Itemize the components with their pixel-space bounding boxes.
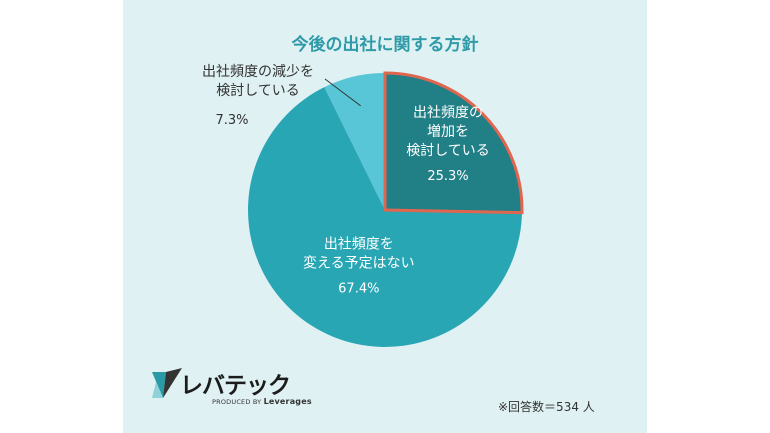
logo-wordmark: レバテック	[180, 373, 291, 399]
slice-2-label-line-1: 出社頻度を	[324, 237, 394, 253]
chart-title: 今後の出社に関する方針	[292, 34, 479, 55]
logo-tagline-prefix: PRODUCED BY	[212, 398, 262, 406]
slice-3-value-label: 7.3%	[215, 113, 248, 128]
logo-tagline-brand: Leverages	[263, 397, 312, 406]
slice-1-label-line-3: 検討している	[406, 143, 490, 159]
slice-1-label-line-2: 増加を	[427, 124, 469, 140]
pie-slice-3	[324, 73, 385, 210]
slice-2-label-line-2: 変える予定はない	[303, 255, 415, 272]
logo-mark-icon	[152, 368, 182, 398]
pie-slice-1	[383, 71, 524, 215]
slice-3-label-line-1: 出社頻度の減少を	[202, 63, 314, 80]
levtech-logo: レバテック PRODUCED BY Leverages	[152, 368, 312, 410]
slice-3-label-line-2: 検討している	[216, 83, 300, 99]
response-count-note: ※回答数＝534 人	[498, 400, 595, 414]
pie-slice-2	[248, 87, 522, 347]
slice-1-label-line-1: 出社頻度の	[413, 105, 483, 121]
slice-3-leader-line	[324, 78, 362, 107]
slice-1-value-label: 25.3%	[427, 169, 468, 184]
logo-tagline: PRODUCED BY Leverages	[212, 397, 312, 406]
slice-2-value-label: 67.4%	[338, 282, 379, 297]
